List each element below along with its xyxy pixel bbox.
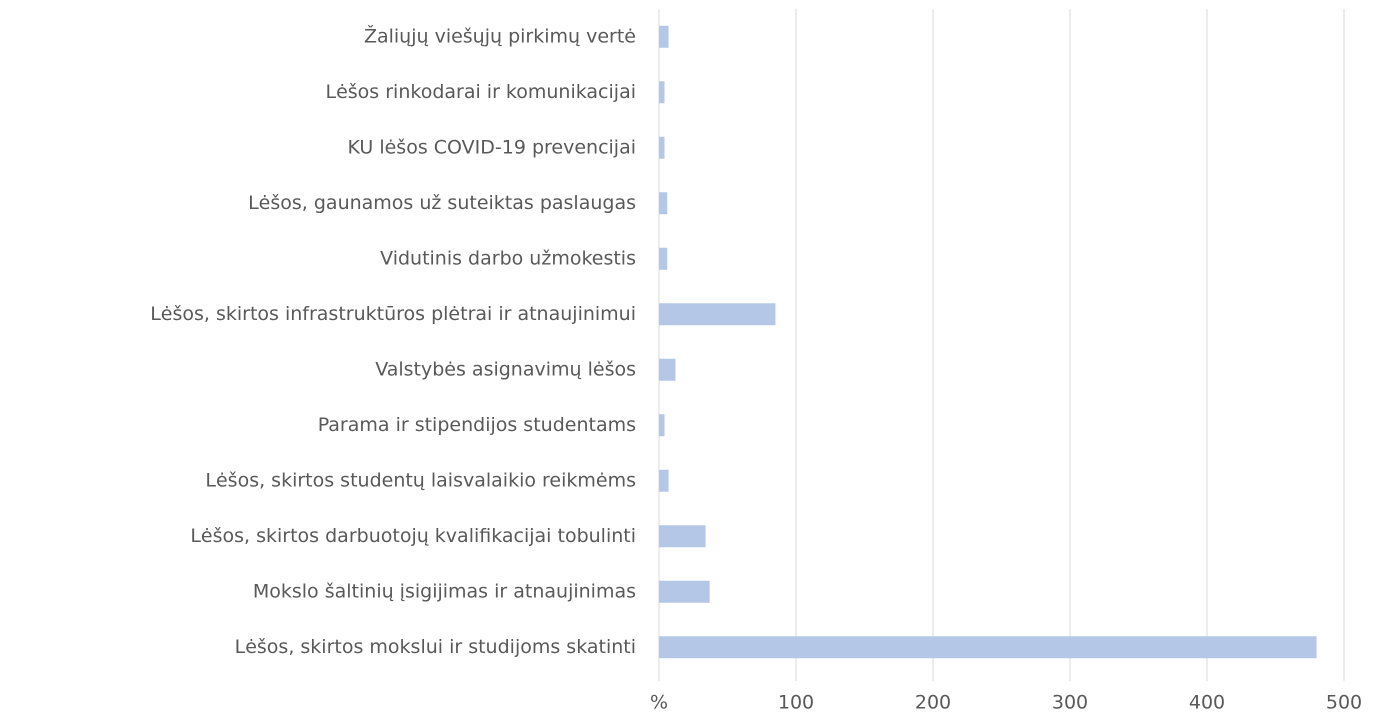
bar (659, 81, 665, 104)
bar (659, 247, 668, 270)
y-tick-label: Mokslo šaltinių įsigijimas ir atnaujinim… (253, 580, 636, 602)
y-tick-label: Lėšos, skirtos darbuotojų kvalifikacijai… (190, 525, 636, 547)
x-tick-label: 500 (1326, 692, 1362, 714)
y-tick-label: Lėšos, gaunamos už suteiktas paslaugas (248, 192, 636, 214)
y-tick-label: Lėšos rinkodarai ir komunikacijai (326, 81, 637, 103)
x-tick-label: 300 (1052, 692, 1088, 714)
y-tick-label: Vidutinis darbo užmokestis (380, 247, 636, 269)
y-tick-label: KU lėšos COVID-19 prevencijai (347, 136, 636, 158)
bar (659, 636, 1317, 659)
bar (659, 525, 706, 548)
y-tick-label: Lėšos, skirtos infrastruktūros plėtrai i… (150, 303, 636, 325)
bar (659, 192, 668, 215)
bar (659, 136, 665, 159)
bar (659, 580, 710, 603)
y-tick-label: Lėšos, skirtos mokslui ir studijoms skat… (235, 636, 636, 658)
bar (659, 469, 669, 492)
x-tick-label: 100 (778, 692, 814, 714)
x-tick-label: % (650, 692, 668, 714)
bar (659, 358, 676, 381)
y-tick-label: Žaliųjų viešųjų pirkimų vertė (364, 24, 636, 47)
y-tick-label: Parama ir stipendijos studentams (318, 414, 636, 436)
bar (659, 303, 776, 326)
y-tick-label: Valstybės asignavimų lėšos (375, 358, 636, 380)
x-tick-label: 400 (1189, 692, 1225, 714)
y-tick-label: Lėšos, skirtos studentų laisvalaikio rei… (205, 469, 636, 491)
bar (659, 414, 665, 437)
x-tick-label: 200 (915, 692, 951, 714)
bar (659, 25, 669, 48)
